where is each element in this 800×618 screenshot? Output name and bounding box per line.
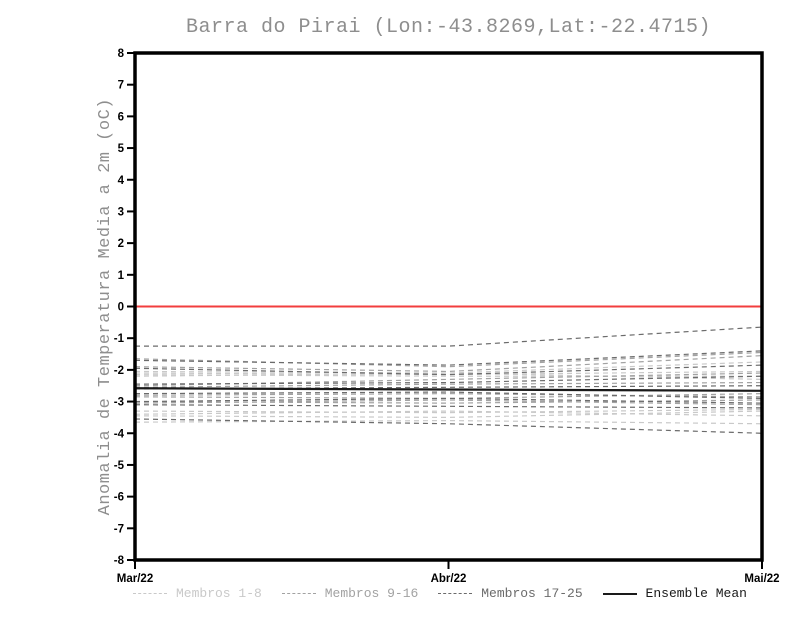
- ensemble-member-line: [134, 351, 763, 368]
- ensemble-member-line: [134, 350, 763, 366]
- y-tick-label: 8: [118, 48, 125, 60]
- ensemble-member-line: [134, 370, 763, 376]
- legend-label: Membros 17-25: [481, 586, 583, 601]
- legend: Membros 1-8 Membros 9-16 Membros 17-25 Ense…: [133, 586, 747, 601]
- legend-item-membros-17-25: Membros 17-25: [438, 586, 583, 601]
- y-tick-label: -3: [114, 397, 124, 409]
- legend-item-membros-1-8: Membros 1-8: [133, 586, 262, 601]
- y-tick-label: 4: [118, 175, 125, 187]
- legend-label: Ensemble Mean: [645, 586, 747, 601]
- y-tick-label: 7: [118, 80, 124, 92]
- ensemble-member-line: [134, 399, 763, 406]
- dashed-line-swatch-icon: [133, 593, 167, 594]
- solid-line-swatch-icon: [602, 592, 637, 595]
- y-tick-label: 5: [118, 143, 125, 155]
- ensemble-member-line: [134, 404, 763, 409]
- x-tick-label: Mar/22: [117, 573, 153, 585]
- ensemble-member-line: [134, 418, 763, 434]
- y-tick-label: -6: [114, 492, 124, 504]
- y-tick-label: 1: [118, 270, 125, 282]
- ensemble-member-line: [134, 408, 763, 414]
- ensemble-mean-line: [134, 387, 763, 392]
- y-tick-label: 0: [118, 302, 124, 314]
- ensemble-member-line: [134, 374, 762, 377]
- ensemble-member-line: [134, 375, 763, 385]
- x-tick-label: Mai/22: [744, 573, 779, 585]
- legend-item-ensemble-mean: Ensemble Mean: [602, 586, 747, 601]
- dashed-line-swatch-icon: [281, 593, 316, 594]
- y-tick-label: -5: [114, 460, 125, 472]
- x-tick-label: Abr/22: [431, 573, 467, 585]
- y-tick-label: -2: [114, 365, 124, 377]
- ensemble-member-line: [134, 372, 763, 380]
- ensemble-member-line: [134, 364, 763, 376]
- ensemble-member-line: [134, 391, 763, 399]
- legend-item-membros-9-16: Membros 9-16: [281, 586, 419, 601]
- plot-frame: [133, 51, 764, 562]
- ensemble-member-line: [134, 361, 763, 374]
- ensemble-member-line: [134, 393, 763, 399]
- ensemble-member-line: [134, 385, 763, 390]
- legend-label: Membros 9-16: [324, 586, 419, 601]
- ensemble-member-line: [134, 372, 763, 387]
- y-tick-label: -7: [114, 523, 124, 535]
- ensemble-member-line: [134, 410, 763, 417]
- y-tick-label: 2: [118, 238, 124, 250]
- y-tick-label: 6: [118, 111, 124, 123]
- ensemble-member-line: [134, 410, 763, 419]
- ensemble-member-line: [134, 355, 763, 373]
- ensemble-member-line: [135, 326, 763, 347]
- ensemble-member-line: [134, 397, 763, 404]
- chart-title: Barra do Pirai (Lon:-43.8269,Lat:-22.471…: [185, 16, 712, 39]
- legend-label: Membros 1-8: [176, 586, 262, 601]
- ensemble-member-line: [134, 381, 763, 388]
- dashed-line-swatch-icon: [438, 593, 473, 594]
- ensemble-member-line: [134, 419, 763, 425]
- y-tick-label: 3: [118, 206, 124, 218]
- y-tick-label: -8: [114, 555, 125, 567]
- y-tick-label: -4: [114, 428, 125, 440]
- y-tick-label: -1: [114, 333, 125, 345]
